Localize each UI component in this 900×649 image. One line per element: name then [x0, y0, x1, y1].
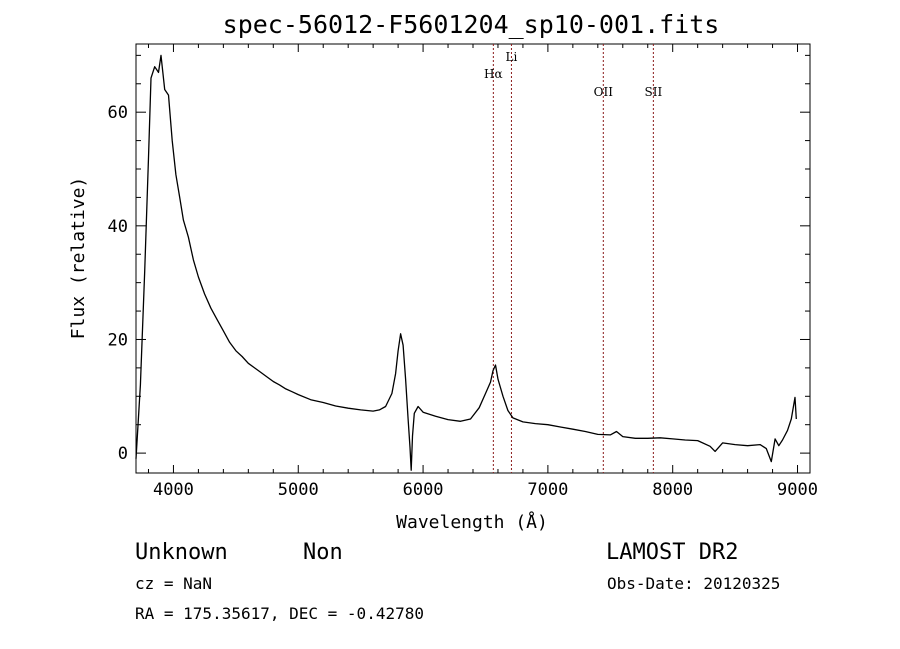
chart-title: spec-56012-F5601204_sp10-001.fits: [223, 10, 720, 39]
y-tick-label: 20: [108, 330, 128, 350]
x-axis: 4000 5000 6000 7000 8000 9000: [147, 44, 818, 500]
reference-line-label: SII: [645, 85, 663, 99]
x-axis-label: Wavelength (Å): [396, 511, 548, 533]
x-tick-label: 9000: [777, 480, 818, 500]
reference-line-label: OII: [594, 85, 614, 99]
redshift-text: cz = NaN: [135, 574, 212, 593]
object-subclass: Non: [303, 540, 343, 565]
y-axis: 0 20 40 60: [108, 54, 810, 464]
obs-date-text: Obs-Date: 20120325: [607, 574, 780, 593]
y-axis-label: Flux (relative): [68, 177, 89, 340]
x-tick-label: 5000: [278, 480, 319, 500]
spectrum-line: [135, 54, 797, 471]
y-tick-label: 60: [108, 103, 128, 123]
x-tick-label: 4000: [153, 480, 194, 500]
reference-line-label: Li: [506, 50, 518, 64]
survey-name: LAMOST DR2: [606, 540, 738, 565]
x-tick-label: 7000: [527, 480, 568, 500]
series-group: [135, 54, 797, 471]
y-tick-label: 0: [118, 444, 128, 464]
plot-frame: [135, 43, 811, 474]
coordinates-text: RA = 175.35617, DEC = -0.42780: [135, 604, 424, 623]
reference-line-label: Hα: [484, 67, 503, 81]
y-tick-label: 40: [108, 217, 128, 237]
x-tick-label: 8000: [652, 480, 693, 500]
x-tick-label: 6000: [403, 480, 444, 500]
object-class: Unknown: [135, 540, 228, 565]
